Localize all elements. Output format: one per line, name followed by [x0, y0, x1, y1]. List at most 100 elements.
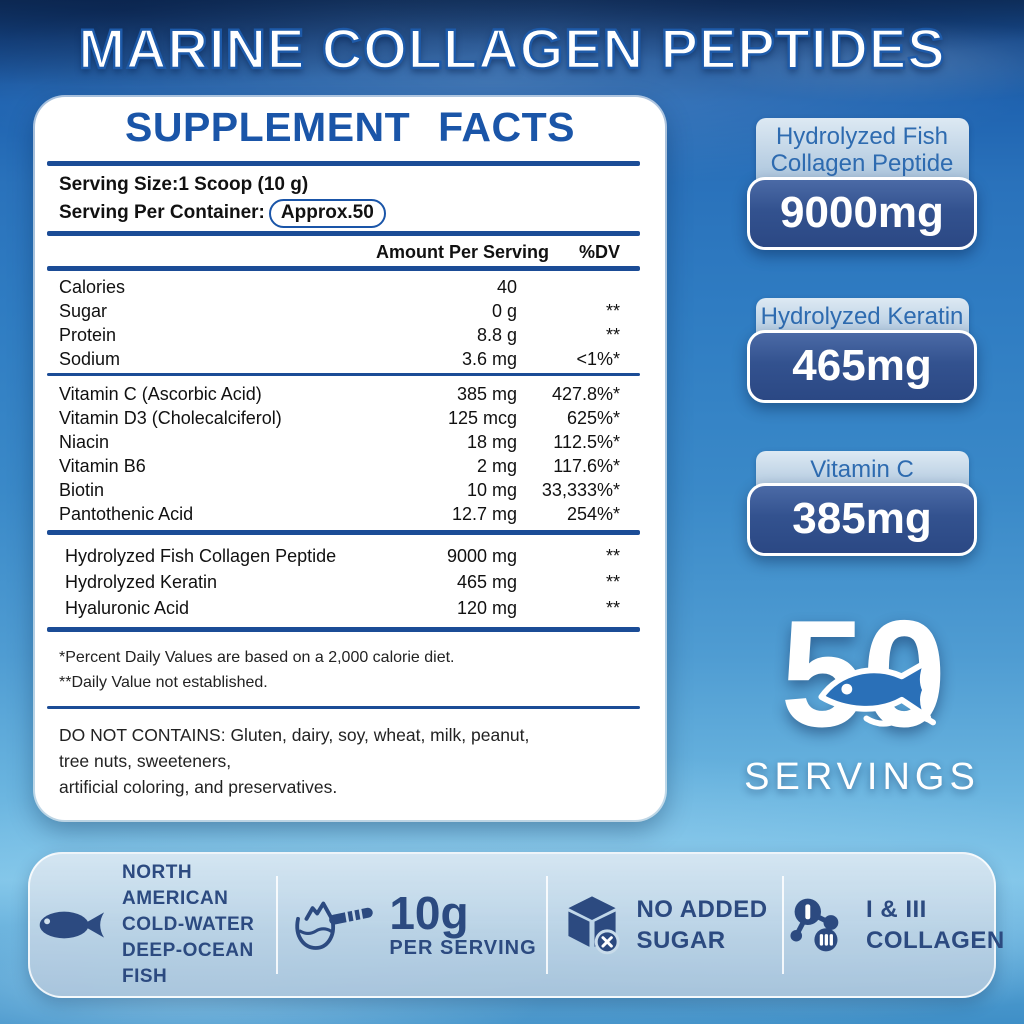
collagen-molecule-icon: [790, 898, 839, 952]
nutrient-dv: **: [605, 546, 620, 566]
per-serving-label: PER SERVING: [389, 936, 537, 959]
do-not-contains-line: DO NOT CONTAINS: Gluten, dairy, soy, whe…: [59, 725, 530, 745]
nutrient-name: Vitamin C (Ascorbic Acid): [59, 384, 262, 404]
feature-collagen-types: I & III COLLAGEN: [782, 854, 1011, 996]
badge-value: 465mg: [747, 330, 977, 403]
badge-collagen: Hydrolyzed Fish Collagen Peptide 9000mg: [747, 118, 977, 250]
table-row: Hydrolyzed Keratin 465 mg **: [47, 569, 640, 595]
nutrient-name: Protein: [59, 325, 117, 345]
feature-no-added-sugar: NO ADDED SUGAR: [546, 854, 782, 996]
nutrient-dv: 112.5%*: [553, 432, 620, 452]
nutrient-dv: 117.6%*: [553, 456, 620, 476]
table-row: Calories 40: [47, 275, 640, 299]
table-row: Vitamin D3 (Cholecalciferol) 125 mcg 625…: [47, 406, 640, 430]
fish-icon: [39, 911, 105, 939]
table-row: Hyaluronic Acid 120 mg **: [47, 595, 640, 621]
badge-value: 385mg: [747, 483, 977, 556]
product-title: MARINE COLLAGEN PEPTIDES: [77, 16, 946, 81]
servings-count-block: 50 SERVINGS: [744, 598, 980, 799]
table-row: Pantothenic Acid 12.7 mg 254%*: [47, 502, 640, 526]
daily-value-footnote: *Percent Daily Values are based on a 2,0…: [59, 649, 455, 666]
fish-icon: [817, 658, 936, 727]
servings-word: SERVINGS: [744, 756, 980, 798]
dv-not-established-footnote: **Daily Value not established.: [59, 674, 268, 691]
nutrient-amount: 465 mg: [456, 572, 517, 592]
nutrient-name: Biotin: [59, 480, 105, 500]
no-sugar-icon: [568, 896, 621, 955]
table-row: Biotin 10 mg 33,333%*: [47, 478, 640, 502]
serving-count-pill: Approx.50: [268, 199, 386, 228]
serving-size: Serving Size:1 Scoop (10 g): [59, 174, 309, 195]
feature-fish-source: NORTH AMERICAN COLD-WATER DEEP-OCEAN FIS…: [30, 854, 276, 996]
nutrient-name: Calories: [59, 277, 126, 297]
feature-text: NO ADDED SUGAR: [636, 896, 768, 954]
table-row: Hydrolyzed Fish Collagen Peptide 9000 mg…: [47, 543, 640, 569]
do-not-contains-line: tree nuts, sweeteners,: [59, 751, 232, 771]
nutrient-name: Hydrolyzed Keratin: [65, 572, 218, 592]
table-row: Niacin 18 mg 112.5%*: [47, 430, 640, 454]
table-column-headers: Amount Per Serving %DV: [47, 240, 640, 264]
amount-per-serving-header: Amount Per Serving: [375, 242, 549, 262]
nutrient-amount: 0 g: [491, 301, 517, 321]
vitamins-group: Vitamin C (Ascorbic Acid) 385 mg 427.8%*…: [47, 382, 640, 526]
nutrient-amount: 385 mg: [456, 384, 517, 404]
nutrient-name: Vitamin D3 (Cholecalciferol): [59, 408, 282, 428]
nutrient-name: Pantothenic Acid: [59, 504, 194, 524]
nutrient-dv: 427.8%*: [551, 384, 620, 404]
badge-value: 9000mg: [747, 177, 977, 250]
nutrient-dv: **: [605, 325, 620, 345]
nutrient-name: Sodium: [59, 349, 121, 369]
highlight-badges: Hydrolyzed Fish Collagen Peptide 9000mg …: [700, 118, 1024, 799]
nutrient-name: Vitamin B6: [59, 456, 146, 476]
divider: [47, 266, 640, 271]
nutrient-name: Niacin: [59, 432, 110, 452]
nutrient-amount: 9000 mg: [446, 546, 517, 566]
nutrient-dv: 254%*: [566, 504, 620, 524]
supplement-facts-heading: SUPPLEMENT FACTS: [125, 104, 575, 150]
table-row: Vitamin C (Ascorbic Acid) 385 mg 427.8%*: [47, 382, 640, 406]
supplement-facts-panel: SUPPLEMENT FACTS Serving Size:1 Scoop (1…: [35, 97, 665, 820]
nutrient-dv: <1%*: [576, 349, 620, 369]
feature-bar: NORTH AMERICAN COLD-WATER DEEP-OCEAN FIS…: [28, 852, 1004, 998]
nutrient-dv: **: [605, 301, 620, 321]
do-not-contains-line: artificial coloring, and preservatives.: [59, 777, 338, 797]
nutrient-dv: 625%*: [566, 408, 620, 428]
feature-serving-size: 10g PER SERVING: [276, 854, 546, 996]
feature-text: I & III COLLAGEN: [866, 896, 1005, 954]
feature-text: 10g PER SERVING: [389, 886, 537, 960]
nutrient-amount: 3.6 mg: [461, 349, 517, 369]
dv-header: %DV: [578, 242, 620, 262]
nutrient-amount: 120 mg: [456, 598, 517, 618]
nutrient-amount: 8.8 g: [476, 325, 517, 345]
collagen-blend-group: Hydrolyzed Fish Collagen Peptide 9000 mg…: [47, 543, 640, 621]
nutrient-dv: **: [605, 598, 620, 618]
divider: [47, 161, 640, 166]
feature-text: NORTH AMERICAN COLD-WATER DEEP-OCEAN FIS…: [122, 862, 255, 987]
badge-keratin: Hydrolyzed Keratin 465mg: [747, 298, 977, 403]
serving-grams: 10g: [389, 886, 469, 939]
table-row: Vitamin B6 2 mg 117.6%*: [47, 454, 640, 478]
scoop-icon: [295, 901, 374, 950]
nutrient-name: Hydrolyzed Fish Collagen Peptide: [65, 546, 337, 566]
serving-per-container-label: Serving Per Container:: [59, 202, 265, 223]
table-row: Sodium 3.6 mg <1%*: [47, 347, 640, 371]
nutrient-amount: 40: [496, 277, 517, 297]
nutrient-dv: 33,333%*: [541, 480, 620, 500]
nutrient-dv: **: [605, 572, 620, 592]
basic-nutrients-group: Calories 40 Sugar 0 g ** Protein 8.8 g *…: [47, 275, 640, 371]
nutrient-name: Hyaluronic Acid: [65, 598, 190, 618]
nutrient-name: Sugar: [59, 301, 108, 321]
nutrient-amount: 18 mg: [466, 432, 517, 452]
table-row: Sugar 0 g **: [47, 299, 640, 323]
nutrient-amount: 12.7 mg: [451, 504, 517, 524]
nutrient-amount: 125 mcg: [447, 408, 517, 428]
nutrient-amount: 10 mg: [466, 480, 517, 500]
divider: [47, 530, 640, 535]
badge-vitamin-c: Vitamin C 385mg: [747, 451, 977, 556]
table-row: Protein 8.8 g **: [47, 323, 640, 347]
nutrient-amount: 2 mg: [476, 456, 517, 476]
divider: [47, 627, 640, 632]
divider: [47, 231, 640, 236]
divider: [47, 706, 640, 709]
divider: [47, 373, 640, 376]
